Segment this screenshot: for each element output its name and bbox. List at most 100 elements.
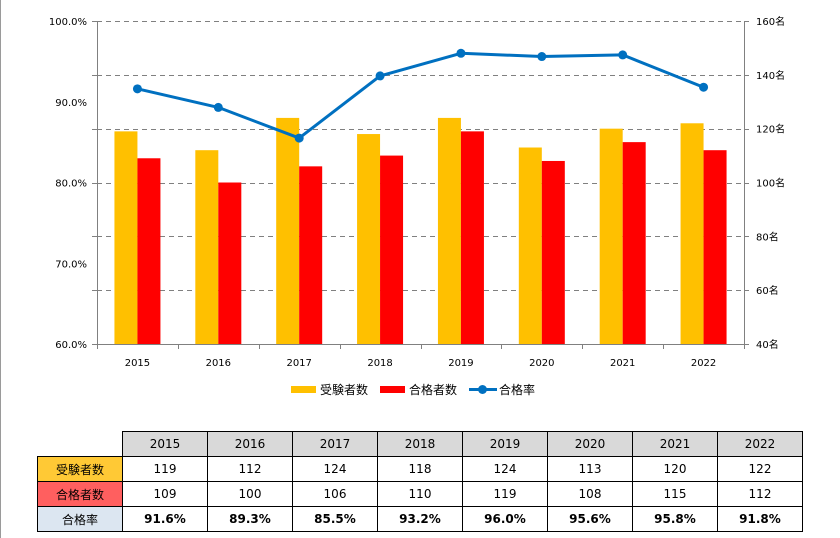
data-table: 2015 2016 2017 2018 2019 2020 2021 2022 … <box>37 431 803 532</box>
table-cell: 124 <box>462 456 548 482</box>
x-axis-tick-label: 2022 <box>691 358 716 369</box>
pass-rate-point <box>456 48 466 58</box>
pass-rate-line <box>132 48 709 143</box>
table-cell: 106 <box>292 481 378 507</box>
table-cell: 118 <box>377 456 463 482</box>
right-axis-tick-label: 40名 <box>756 338 779 351</box>
pass-rate-point <box>294 133 304 143</box>
x-axis-tick-label: 2021 <box>610 358 635 369</box>
table-row-pass-rate: 合格率 91.6% 89.3% 85.5% 93.2% 96.0% 95.6% … <box>37 506 803 532</box>
applicants-swatch-icon <box>291 385 316 393</box>
table-cell: 120 <box>632 456 718 482</box>
table-cell: 96.0% <box>462 506 548 532</box>
pass-rate-point <box>375 71 385 81</box>
pass-rate-point <box>132 84 142 94</box>
left-axis-tick-label: 70.0% <box>55 259 87 270</box>
bar-applicants <box>195 150 219 344</box>
bar-passers <box>460 131 484 344</box>
bar-passers <box>622 142 646 344</box>
left-axis-tick-label: 80.0% <box>55 179 87 190</box>
pass-rate-point <box>537 52 547 62</box>
bar-passers <box>299 166 323 344</box>
legend-label-pass-rate: 合格率 <box>499 382 536 397</box>
table-cell: 95.6% <box>547 506 633 532</box>
bars <box>114 117 727 345</box>
right-axis-tick-label: 100名 <box>756 177 785 190</box>
table-cell: 109 <box>122 481 208 507</box>
bar-applicants <box>114 131 138 344</box>
right-axis-tick-label: 60名 <box>756 284 779 297</box>
bar-passers <box>541 160 565 344</box>
tick-labels: 100.0% 90.0% 80.0% 70.0% 60.0% 160名 140名 120名 10… <box>49 15 785 369</box>
table-cell: 85.5% <box>292 506 378 532</box>
table-cell: 115 <box>632 481 718 507</box>
legend-item-pass-rate: 合格率 <box>469 381 535 398</box>
table-header-cell: 2022 <box>717 431 803 457</box>
x-axis-tick-label: 2017 <box>286 358 311 369</box>
legend-label-applicants: 受験者数 <box>320 382 369 397</box>
table-header-cell: 2019 <box>462 431 548 457</box>
table-header-cell: 2021 <box>632 431 718 457</box>
combo-chart: 100.0% 90.0% 80.0% 70.0% 60.0% 160名 140名 120名 10… <box>49 15 785 369</box>
x-axis-tick-label: 2020 <box>529 358 554 369</box>
x-axis-tick-label: 2016 <box>206 358 231 369</box>
bar-applicants <box>518 147 542 344</box>
table-cell: 112 <box>717 481 803 507</box>
table-cell: 95.8% <box>632 506 718 532</box>
table-header-cell: 2020 <box>547 431 633 457</box>
right-axis-tick-label: 120名 <box>756 123 785 136</box>
axes <box>92 21 749 349</box>
bar-applicants <box>437 117 461 345</box>
table-header-cell: 2016 <box>207 431 293 457</box>
bar-applicants <box>599 128 623 344</box>
legend-item-passers: 合格者数 <box>380 381 457 398</box>
table-cell: 89.3% <box>207 506 293 532</box>
table-cell: 119 <box>122 456 208 482</box>
table-row-passers: 合格者数 109 100 106 110 119 108 115 112 <box>37 481 803 507</box>
table-header-row: 2015 2016 2017 2018 2019 2020 2021 2022 <box>37 431 803 457</box>
table-cell: 110 <box>377 481 463 507</box>
x-axis-tick-label: 2015 <box>125 358 150 369</box>
right-axis-tick-label: 80名 <box>756 230 779 243</box>
table-cell: 91.8% <box>717 506 803 532</box>
table-header-cell: 2015 <box>122 431 208 457</box>
table-cell: 108 <box>547 481 633 507</box>
table-cell: 93.2% <box>377 506 463 532</box>
right-axis-tick-label: 140名 <box>756 69 785 82</box>
gridlines <box>97 21 744 291</box>
passers-swatch-icon <box>380 385 406 393</box>
row-label-pass-rate: 合格率 <box>37 506 123 532</box>
left-axis-tick-label: 90.0% <box>55 98 87 109</box>
bar-passers <box>137 158 161 344</box>
left-axis-tick-label: 100.0% <box>49 17 87 28</box>
pass-rate-point <box>213 102 223 112</box>
table-cell: 112 <box>207 456 293 482</box>
pass-rate-point <box>699 82 709 92</box>
table-cell: 91.6% <box>122 506 208 532</box>
table-header-cell: 2017 <box>292 431 378 457</box>
bar-passers <box>703 150 727 344</box>
x-axis-tick-label: 2019 <box>448 358 473 369</box>
pass-rate-line-path <box>137 51 705 140</box>
page-left-border <box>0 0 1 538</box>
line-marker-icon <box>469 381 498 397</box>
legend-item-applicants: 受験者数 <box>291 381 368 398</box>
chart-legend: 受験者数 合格者数 合格率 <box>291 381 547 397</box>
table-cell: 100 <box>207 481 293 507</box>
legend-label-passers: 合格者数 <box>409 382 458 397</box>
pass-rate-point <box>618 50 628 60</box>
table-header-cell: 2018 <box>377 431 463 457</box>
table-corner-cell <box>37 431 123 457</box>
bar-passers <box>218 182 242 344</box>
right-axis-tick-label: 160名 <box>756 15 785 28</box>
row-label-applicants: 受験者数 <box>37 456 123 482</box>
left-axis-tick-label: 60.0% <box>55 340 87 351</box>
table-cell: 119 <box>462 481 548 507</box>
table-row-applicants: 受験者数 119 112 124 118 124 113 120 122 <box>37 456 803 482</box>
row-label-passers: 合格者数 <box>37 481 123 507</box>
table-cell: 113 <box>547 456 633 482</box>
table-cell: 122 <box>717 456 803 482</box>
table-cell: 124 <box>292 456 378 482</box>
bar-applicants <box>276 117 300 345</box>
bar-applicants <box>357 134 381 344</box>
